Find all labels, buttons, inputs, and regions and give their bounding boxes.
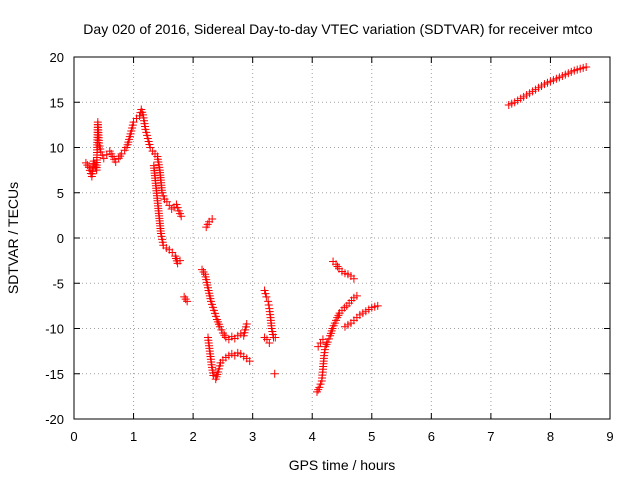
data-point [323,338,332,347]
data-point [352,291,361,300]
data-points [81,62,591,396]
data-point [245,357,254,366]
y-tick-label: -5 [52,276,64,291]
data-point [333,262,342,271]
data-point [349,274,358,283]
data-point [315,383,324,392]
y-tick-label: 5 [57,186,64,201]
y-axis-label: SDTVAR / TECUs [5,182,21,294]
axis-ticks: 0 1 2 3 4 5 6 7 8 9 -20 -15 -10 -5 0 5 10 15 20 [45,50,613,444]
data-point [199,267,208,276]
x-tick-label: 1 [130,429,137,444]
data-point [318,335,327,344]
data-point [215,322,224,331]
data-point [582,62,591,71]
data-point [177,212,186,221]
data-point [183,297,192,306]
y-tick-label: 10 [50,141,64,156]
x-axis-label: GPS time / hours [289,457,396,473]
data-point [242,319,251,328]
x-tick-label: 7 [487,429,494,444]
y-tick-label: 20 [50,50,64,65]
data-point [208,214,217,223]
x-tick-label: 9 [606,429,613,444]
data-point [260,286,269,295]
grid [74,57,610,419]
x-tick-label: 8 [547,429,554,444]
data-point [271,333,280,342]
plot-border [73,56,611,420]
data-point [264,297,273,306]
y-tick-label: 15 [50,95,64,110]
chart-title: Day 020 of 2016, Sidereal Day-to-day VTE… [83,21,593,37]
data-point [316,380,325,389]
data-point [181,295,190,304]
data-point [217,325,226,334]
y-tick-label: -15 [45,367,64,382]
y-tick-label: 0 [57,231,64,246]
x-tick-label: 0 [70,429,77,444]
x-tick-label: 4 [309,429,316,444]
data-point [265,338,274,347]
y-tick-label: -20 [45,412,64,427]
x-tick-label: 5 [368,429,375,444]
data-point [176,256,185,265]
x-tick-label: 2 [189,429,196,444]
data-point [264,300,273,309]
y-tick-label: -10 [45,322,64,337]
data-point [262,292,271,301]
data-point [96,148,105,157]
data-point [373,301,382,310]
x-tick-label: 3 [249,429,256,444]
data-point [158,188,167,197]
data-point [261,289,270,298]
x-tick-label: 6 [428,429,435,444]
data-point [173,203,182,212]
data-point [270,369,279,378]
data-point [172,200,181,209]
